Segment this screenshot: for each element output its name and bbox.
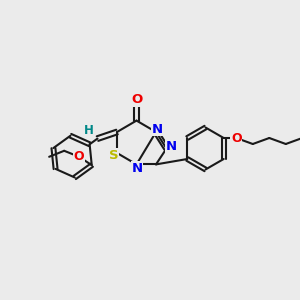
Text: N: N bbox=[152, 122, 163, 136]
Text: N: N bbox=[131, 161, 143, 175]
Text: O: O bbox=[131, 93, 142, 106]
Text: O: O bbox=[231, 131, 242, 145]
Text: S: S bbox=[109, 149, 118, 162]
Text: H: H bbox=[84, 124, 94, 137]
Text: N: N bbox=[165, 140, 177, 154]
Text: O: O bbox=[74, 150, 85, 163]
